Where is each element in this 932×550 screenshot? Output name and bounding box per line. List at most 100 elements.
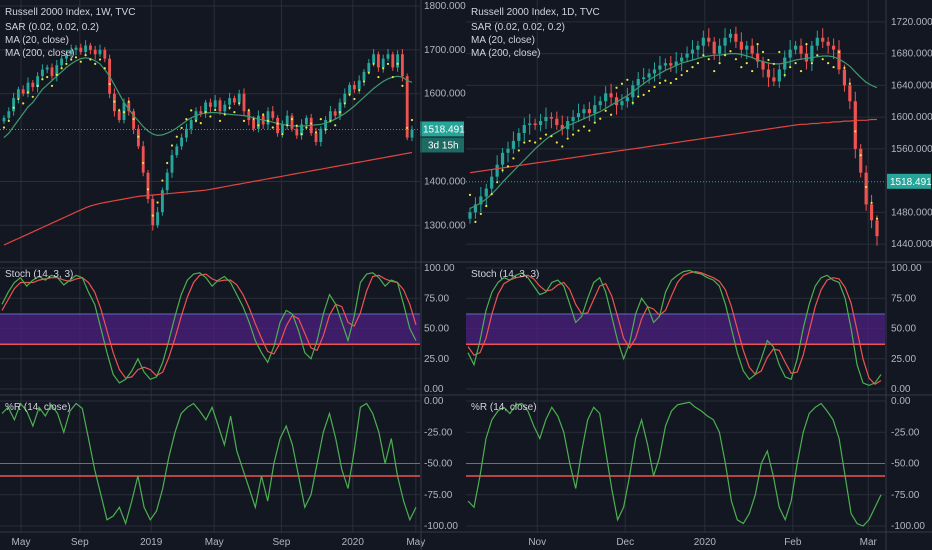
sar-dot: [319, 118, 322, 121]
stoch-d-line: [467, 270, 882, 385]
candle-body: [184, 128, 188, 138]
sar-dot: [723, 54, 727, 57]
sar-dot: [550, 135, 553, 138]
candle-body: [815, 37, 819, 46]
stoch-tick-label: 75.00: [891, 293, 916, 304]
sar-dot: [577, 129, 580, 132]
indicator-legend-item[interactable]: MA (20, close): [471, 35, 535, 46]
candle-body: [338, 102, 342, 116]
right-chart-panel[interactable]: 1720.000 1680.000 1640.000 1600.000 1560.000…: [466, 0, 932, 550]
sar-dot: [46, 75, 49, 79]
sar-dot: [713, 69, 716, 73]
sar-dot: [84, 54, 87, 57]
sar-dot: [604, 109, 607, 112]
candle-body: [549, 117, 554, 119]
candle-body: [625, 97, 629, 102]
candle-body: [160, 190, 164, 213]
sar-dot: [517, 149, 520, 152]
candle-body: [199, 111, 203, 114]
sar-dot: [233, 111, 236, 114]
candle-body: [685, 53, 689, 58]
left-chart-panel[interactable]: 1800.000 1700.000 1600.000 1400.000 1300.000…: [0, 0, 470, 550]
sar-dot: [490, 192, 493, 196]
sar-dot: [26, 91, 30, 94]
sar-dot: [485, 204, 488, 208]
sar-dot: [31, 95, 34, 98]
candle-body: [237, 93, 241, 103]
candle-body: [712, 41, 716, 54]
sar-dot: [761, 50, 765, 54]
candle-body: [576, 113, 581, 118]
candle-body: [117, 111, 121, 121]
candle-body: [189, 120, 193, 129]
price-tick-label: 1600.000: [424, 89, 466, 100]
sar-dot: [707, 58, 710, 61]
sar-dot: [658, 81, 662, 85]
candle-body: [127, 102, 131, 112]
willr-line: [467, 401, 882, 527]
candle-body: [2, 117, 6, 122]
candle-body: [88, 45, 92, 50]
candle-body: [55, 65, 59, 77]
willr-tick-label: -75.00: [424, 490, 453, 501]
time-tick-label: Sep: [273, 537, 291, 548]
sar-dot: [79, 60, 82, 63]
last-price-label: 1518.491: [423, 124, 465, 135]
willr-title[interactable]: %R (14, close): [471, 402, 537, 413]
candle-body: [295, 128, 299, 136]
candle-body: [204, 102, 208, 114]
stoch-tick-label: 75.00: [424, 293, 449, 304]
candle-body: [218, 100, 222, 112]
candle-body: [348, 84, 352, 94]
indicator-legend-item[interactable]: SAR (0.02, 0.02, 0.2): [5, 22, 99, 33]
indicator-legend-item[interactable]: MA (200, close): [471, 48, 540, 59]
candle-body: [228, 98, 232, 105]
candle-body: [328, 111, 332, 121]
sar-dot: [718, 62, 721, 65]
sar-dot: [468, 193, 472, 196]
candle-body: [777, 69, 781, 82]
indicator-legend-item[interactable]: SAR (0.02, 0.02, 0.2): [471, 22, 565, 33]
candle-body: [376, 54, 380, 68]
candle-body: [391, 54, 395, 68]
candle-body: [208, 102, 212, 107]
candle-body: [620, 101, 624, 106]
sar-dot: [223, 113, 226, 116]
time-tick-label: 2020: [694, 537, 717, 548]
candle-body: [50, 67, 54, 77]
sar-dot: [41, 78, 44, 81]
sar-dot: [103, 67, 106, 70]
stoch-title[interactable]: Stoch (14, 3, 3): [471, 269, 539, 280]
sar-dot: [631, 101, 634, 104]
candle-body: [12, 98, 16, 112]
sar-dot: [401, 84, 404, 87]
candle-body: [285, 115, 289, 125]
stoch-title[interactable]: Stoch (14, 3, 3): [5, 269, 73, 280]
sar-dot: [789, 66, 792, 69]
willr-title[interactable]: %R (14, close): [5, 402, 71, 413]
candle-body: [362, 71, 366, 81]
candle-body: [522, 125, 526, 133]
sar-dot: [218, 119, 222, 123]
time-tick-label: Dec: [616, 537, 634, 548]
candle-body: [40, 69, 44, 77]
price-tick-label: 1560.000: [891, 144, 932, 155]
sar-dot: [175, 135, 178, 138]
sar-dot: [276, 122, 279, 125]
candle-body: [45, 67, 49, 70]
time-tick-label: Sep: [71, 537, 89, 548]
price-tick-label: 1700.000: [424, 45, 466, 56]
candle-body: [766, 69, 771, 78]
candle-body: [300, 124, 304, 136]
indicator-legend-item[interactable]: MA (200, close): [5, 48, 74, 59]
candle-body: [555, 118, 559, 126]
sar-dot: [324, 128, 327, 131]
sar-dot: [566, 137, 569, 140]
candle-body: [141, 146, 145, 173]
candle-body: [170, 155, 174, 173]
sar-dot: [528, 139, 531, 143]
indicator-legend-item[interactable]: MA (20, close): [5, 35, 69, 46]
sar-dot: [642, 93, 645, 96]
candle-body: [723, 37, 727, 46]
